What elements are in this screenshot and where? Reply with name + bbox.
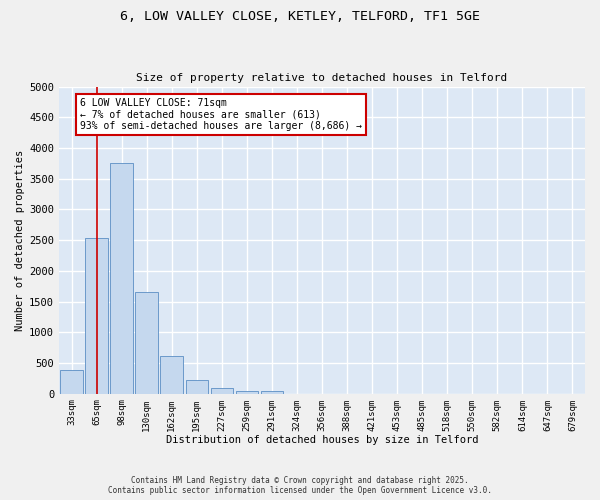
Bar	[110, 164, 133, 394]
Bar	[160, 356, 183, 394]
Bar	[185, 380, 208, 394]
Bar	[236, 390, 258, 394]
Bar	[260, 390, 283, 394]
Bar	[60, 370, 83, 394]
Text: Contains HM Land Registry data © Crown copyright and database right 2025.
Contai: Contains HM Land Registry data © Crown c…	[108, 476, 492, 495]
Y-axis label: Number of detached properties: Number of detached properties	[15, 150, 25, 331]
Title: Size of property relative to detached houses in Telford: Size of property relative to detached ho…	[136, 73, 508, 83]
Bar	[85, 238, 108, 394]
Text: 6 LOW VALLEY CLOSE: 71sqm
← 7% of detached houses are smaller (613)
93% of semi-: 6 LOW VALLEY CLOSE: 71sqm ← 7% of detach…	[80, 98, 362, 131]
Bar	[136, 292, 158, 394]
Text: 6, LOW VALLEY CLOSE, KETLEY, TELFORD, TF1 5GE: 6, LOW VALLEY CLOSE, KETLEY, TELFORD, TF…	[120, 10, 480, 23]
Bar	[211, 388, 233, 394]
X-axis label: Distribution of detached houses by size in Telford: Distribution of detached houses by size …	[166, 435, 478, 445]
